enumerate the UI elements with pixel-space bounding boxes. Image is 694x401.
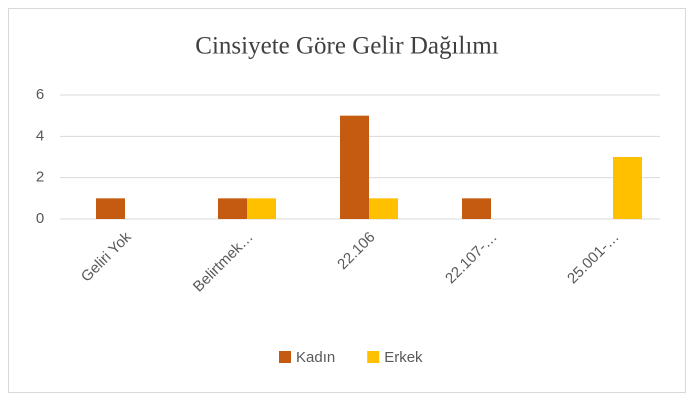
y-tick-label: 2	[36, 169, 44, 186]
bar	[340, 115, 369, 219]
legend-label: Kadın	[296, 349, 335, 366]
y-tick-label: 0	[36, 210, 44, 227]
bar	[462, 198, 491, 219]
legend-swatch	[367, 351, 380, 363]
bar	[218, 198, 247, 219]
y-tick-label: 4	[36, 127, 44, 144]
bar	[369, 198, 398, 219]
y-tick-label: 6	[36, 86, 44, 103]
chart-title: Cinsiyete Göre Gelir Dağılımı	[195, 33, 498, 60]
bar	[96, 198, 125, 219]
legend-label: Erkek	[384, 349, 423, 366]
legend-swatch	[279, 351, 291, 363]
bar	[613, 157, 642, 219]
bar	[247, 198, 276, 219]
